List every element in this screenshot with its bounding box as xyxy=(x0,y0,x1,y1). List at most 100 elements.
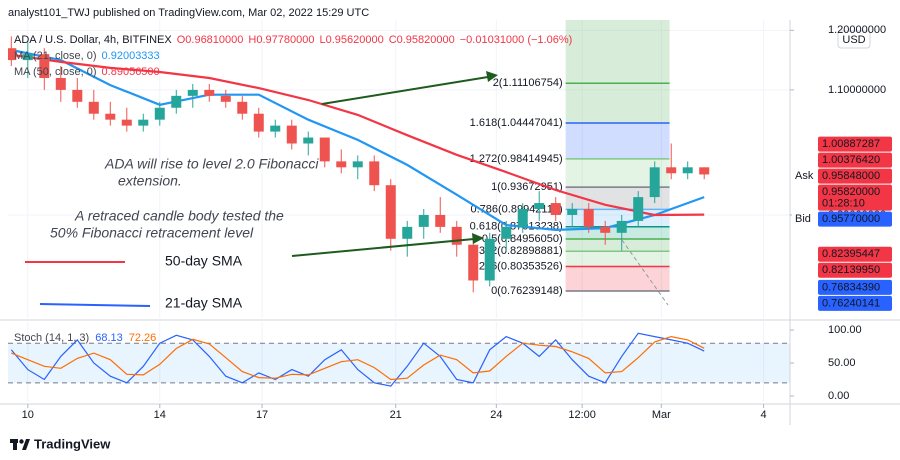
price-label: 0.95820000 xyxy=(822,186,880,198)
logo-shape xyxy=(22,439,30,450)
symbol-legend: ADA / U.S. Dollar, 4h, BITFINEX O0.968100… xyxy=(14,34,572,46)
fib-zone xyxy=(565,226,670,240)
x-tick-label: 4 xyxy=(761,409,767,421)
stoch-line xyxy=(11,335,705,381)
price-label-box xyxy=(818,184,892,211)
candle-body xyxy=(484,238,495,281)
candle-body xyxy=(336,161,347,168)
price-label-box xyxy=(818,168,892,184)
logo-shape xyxy=(13,443,17,450)
ma-legend: MA (21, close, 0) 0.92003333 xyxy=(14,50,160,62)
legend-label: 21-day SMA xyxy=(165,295,243,311)
arrow-line xyxy=(291,238,475,257)
price-label: 0.76240141 xyxy=(822,297,880,309)
candle-body xyxy=(22,54,33,61)
projection-line xyxy=(621,239,669,306)
x-tick-label: 17 xyxy=(256,409,268,421)
stoch-d: 72.26 xyxy=(129,332,157,344)
candle-body xyxy=(105,113,116,120)
candle-body xyxy=(8,48,17,61)
fib-zone xyxy=(565,122,670,159)
ma-name: MA (21, close, 0) xyxy=(14,50,97,62)
annotation: A retraced candle body tested the xyxy=(74,208,284,224)
candle-body xyxy=(451,226,462,245)
price-pane: 0(0.76239148) 0.236(0.80353526) 0.382(0.82… xyxy=(8,20,710,297)
candle-body xyxy=(633,197,644,221)
ma-line xyxy=(11,53,705,217)
price-label: 0.76834390 xyxy=(822,281,880,293)
candle-body xyxy=(583,209,594,227)
candle-body xyxy=(187,89,198,96)
countdown: 01:28:10 xyxy=(822,198,865,210)
candle-body xyxy=(550,203,561,215)
candle-body xyxy=(72,89,83,102)
logo xyxy=(10,439,30,450)
ohlc: O0.96810000 xyxy=(177,34,244,46)
candle-body xyxy=(435,214,446,227)
axis-layer: 10 14 17 21 24 12:00 Mar 4 1.20000000 1.10000000 0… xyxy=(22,24,892,421)
x-tick-label: Mar xyxy=(652,409,671,421)
price-label-box xyxy=(818,136,892,152)
candle-body xyxy=(501,226,512,239)
price-label-box xyxy=(818,152,892,168)
logo-shape xyxy=(19,439,24,444)
price-label: 0.82139950 xyxy=(822,264,880,276)
ma-name: MA (50, close, 0) xyxy=(14,66,97,78)
price-tag-box xyxy=(792,168,816,184)
x-tick-label: 14 xyxy=(154,409,166,421)
price-label: 1.00376420 xyxy=(822,154,880,166)
fib-zone xyxy=(565,187,670,210)
price-label-box xyxy=(818,295,892,311)
ohlc: L0.95620000 xyxy=(319,34,383,46)
fib-label: 0.382(0.82898881) xyxy=(470,245,563,257)
price-tag-box xyxy=(792,211,816,227)
stoch-k: 68.13 xyxy=(95,332,123,344)
price-tag: Bid xyxy=(795,213,811,225)
candle-body xyxy=(319,137,330,162)
logo-shape xyxy=(10,439,18,443)
fib-zone xyxy=(565,20,670,84)
candle-body xyxy=(534,203,545,210)
price-label-box xyxy=(818,211,892,227)
fib-label: 1(0.93672951) xyxy=(491,181,563,193)
candle-body xyxy=(171,95,182,108)
arrows xyxy=(291,71,669,306)
currency-box[interactable] xyxy=(837,30,871,49)
fib-zone xyxy=(565,239,670,252)
fib-label: 0.786(0.89942117) xyxy=(470,203,562,215)
x-tick-label: 24 xyxy=(490,409,502,421)
symbol: ADA / U.S. Dollar, 4h, BITFINEX xyxy=(14,34,172,46)
footer: TradingView xyxy=(34,436,111,451)
price-label: 0.95848000 xyxy=(822,170,880,182)
candle-body xyxy=(204,89,215,96)
currency[interactable]: USD xyxy=(842,34,865,46)
fib-label: 2(1.11106754) xyxy=(493,77,563,89)
candle-body xyxy=(270,125,281,132)
stoch-line xyxy=(10,332,705,387)
ohlc: −0.01031000 (−1.06%) xyxy=(460,34,573,46)
candle-body xyxy=(616,220,627,233)
candle-body xyxy=(567,209,578,215)
arrow-line xyxy=(321,76,489,105)
price-label-box xyxy=(818,246,892,262)
candle-body xyxy=(303,137,314,144)
candle-body xyxy=(418,214,429,227)
candle-body xyxy=(649,167,660,198)
y-tick-label: 100.00 xyxy=(828,324,862,336)
candle-body xyxy=(369,161,380,186)
ma-legend: MA (50, close, 0) 0.89056500 xyxy=(14,66,160,78)
price-tag: Ask xyxy=(795,170,814,182)
y-tick-label: 1.20000000 xyxy=(828,24,886,36)
x-tick-label: 21 xyxy=(390,409,402,421)
price-label: 0.82395447 xyxy=(822,248,880,260)
ma-value: 0.89056500 xyxy=(102,66,160,78)
candle-body xyxy=(237,101,248,114)
price-label: 0.95770000 xyxy=(822,213,880,225)
candle-body xyxy=(220,95,231,102)
stoch-title: Stoch (14, 1, 3) xyxy=(14,332,89,344)
candle-body xyxy=(402,226,413,239)
annotation: 50% Fibonacci retracement level xyxy=(50,225,254,241)
stoch-legend: Stoch (14, 1, 3) 68.13 72.26 xyxy=(14,332,156,344)
price-label: 1.00887287 xyxy=(822,138,880,150)
legend-swatch xyxy=(39,303,151,307)
